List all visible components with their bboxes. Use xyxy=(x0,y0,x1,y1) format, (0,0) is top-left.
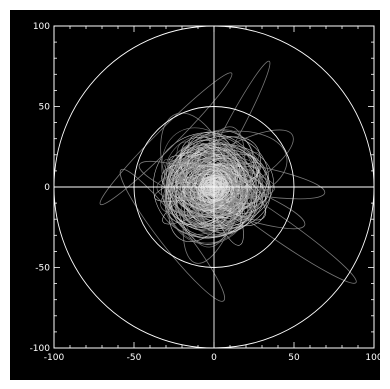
plot-area: -100 -50 0 50 100 -100 -50 0 50 100 xyxy=(10,10,380,380)
orbit-core xyxy=(205,177,225,194)
orbit-loop xyxy=(166,158,326,200)
x-tick-label: -100 xyxy=(44,353,65,363)
orbit-loop xyxy=(119,168,226,302)
y-tick-label: 0 xyxy=(44,183,50,193)
orbit-loop xyxy=(160,112,236,236)
orbit-chart: -100 -50 0 50 100 -100 -50 0 50 100 xyxy=(30,22,380,363)
y-tick-label: -50 xyxy=(35,264,50,274)
reference-circles xyxy=(53,25,375,349)
tick-marks xyxy=(53,25,375,349)
orbit-loop xyxy=(166,130,288,205)
x-tick-label: 50 xyxy=(288,353,300,363)
orbit-loop xyxy=(182,126,246,264)
orbit-trace xyxy=(164,158,245,235)
orbit-loop xyxy=(99,72,233,206)
x-tick-label: -50 xyxy=(127,353,142,363)
tick-labels: -100 -50 0 50 100 -100 -50 0 50 100 xyxy=(30,22,380,363)
x-tick-label: 0 xyxy=(211,353,217,363)
y-tick-label: 50 xyxy=(39,103,51,113)
orbit-loop xyxy=(196,60,271,198)
y-tick-label: 100 xyxy=(33,22,50,32)
orbit-traces xyxy=(99,60,357,302)
y-tick-label: -100 xyxy=(30,344,51,354)
orbit-trace xyxy=(164,151,253,218)
orbit-trace xyxy=(179,142,233,248)
orbit-loop xyxy=(138,160,306,230)
orbit-trace xyxy=(175,139,247,227)
orbit-core xyxy=(205,179,228,191)
orbit-core xyxy=(195,169,227,201)
x-tick-label: 100 xyxy=(365,353,380,363)
